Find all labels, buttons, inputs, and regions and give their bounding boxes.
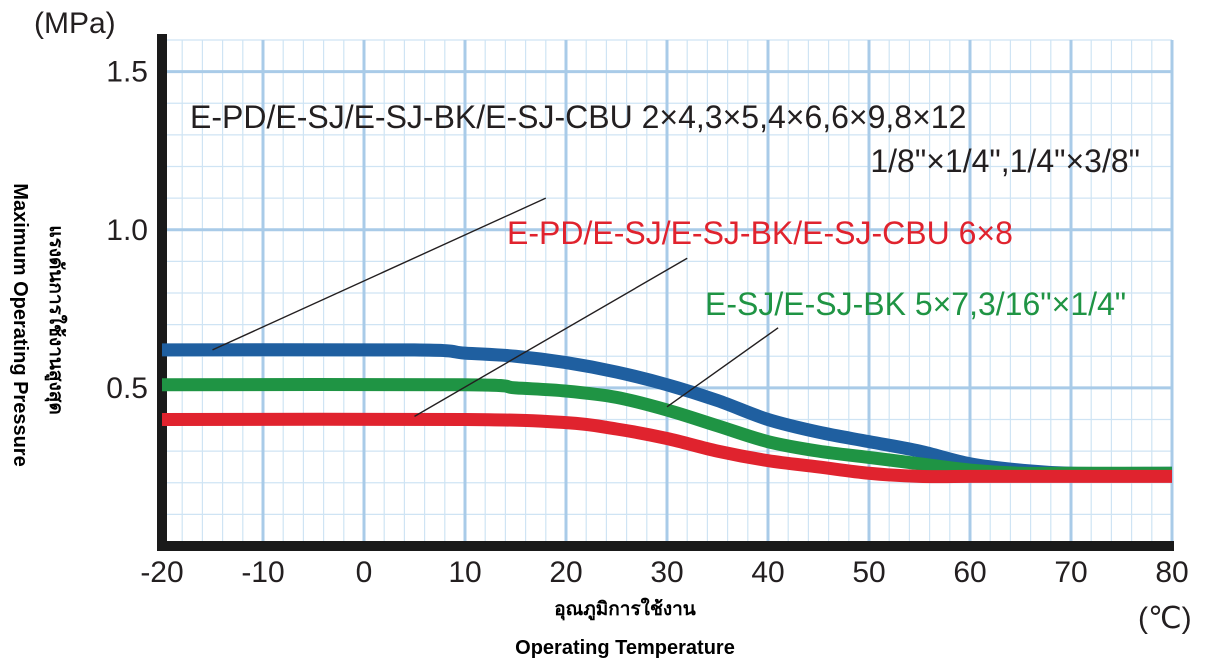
series-line-red [161,412,1172,484]
x-tick-label: -10 [241,556,284,589]
tick-labels: -20 -10 0 10 20 30 40 50 60 70 80 0.5 1.0 1.5 [106,56,1188,589]
axes [157,34,1174,551]
x-tick-label: -20 [140,556,183,589]
x-tick-label: 20 [549,556,582,589]
x-tick-label: 40 [751,556,784,589]
x-unit-label: (℃) [1138,602,1192,635]
y-tick-label: 1.5 [106,56,148,89]
x-axis-title-english: Operating Temperature [515,637,735,659]
x-axis-title-thai: อุณภูมิการใช้งาน [554,597,696,621]
series-layer [161,343,1173,484]
x-tick-label: 60 [953,556,986,589]
series-label-green: E-SJ/E-SJ-BK 5×7,3/16"×1/4" [705,286,1126,322]
leader-lines [212,197,779,417]
x-tick-label: 70 [1054,556,1087,589]
x-tick-label: 0 [356,556,373,589]
series-label-blue-line1: E-PD/E-SJ/E-SJ-BK/E-SJ-CBU 2×4,3×5,4×6,6… [190,99,966,135]
leader-line-2 [666,327,779,408]
x-tick-label: 50 [852,556,885,589]
series-label-red: E-PD/E-SJ/E-SJ-BK/E-SJ-CBU 6×8 [507,215,1013,251]
y-axis-title-english: Maximum Operating Pressure [9,183,31,466]
y-tick-label: 0.5 [106,372,148,405]
leader-line-1 [414,257,688,417]
leader-line-0 [212,197,547,351]
y-tick-label: 1.0 [106,214,148,247]
x-tick-label: 80 [1155,556,1188,589]
y-axis-title-thai: แรงดันการใช้งานสูงสุด [44,225,68,414]
x-tick-label: 10 [448,556,481,589]
x-tick-label: 30 [650,556,683,589]
y-unit-label: (MPa) [34,7,116,40]
series-label-blue-line2: 1/8"×1/4",1/4"×3/8" [870,143,1140,179]
